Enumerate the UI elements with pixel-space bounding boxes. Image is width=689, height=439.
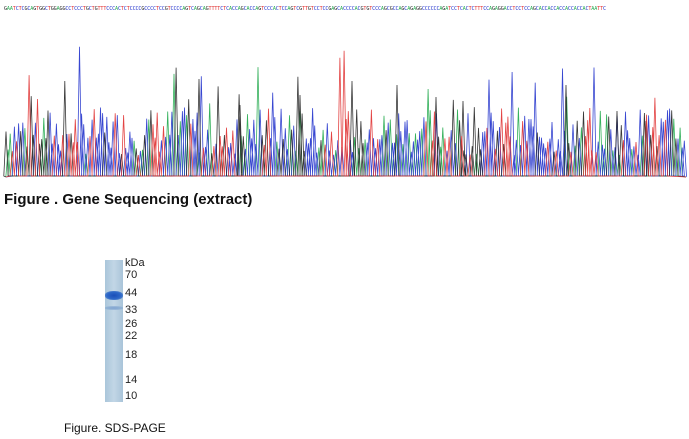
- faint-band: [105, 306, 123, 310]
- marker-label-70: 70: [125, 269, 138, 281]
- marker-label-14: 14: [125, 374, 138, 386]
- marker-label-10: 10: [125, 390, 138, 402]
- marker-label-26: 26: [125, 318, 138, 330]
- sequence-readout: GAATCTCGCAGTGGCTGGAGGCCTCCCTGCTGTTTCCCAC…: [4, 6, 606, 12]
- marker-label-22: 22: [125, 330, 138, 342]
- figure-2-caption: Figure. SDS-PAGE: [64, 421, 166, 435]
- kda-unit-label: kDa: [125, 257, 145, 269]
- marker-label-44: 44: [125, 287, 138, 299]
- figure-1-caption: Figure . Gene Sequencing (extract): [4, 191, 253, 208]
- trace-channel-t: [5, 50, 687, 178]
- sequencing-chromatogram: [3, 46, 687, 178]
- marker-label-33: 33: [125, 304, 138, 316]
- protein-band: [105, 291, 123, 300]
- trace-channel-g: [3, 67, 687, 178]
- sds-page-gel-lane: [105, 260, 123, 402]
- marker-label-18: 18: [125, 349, 138, 361]
